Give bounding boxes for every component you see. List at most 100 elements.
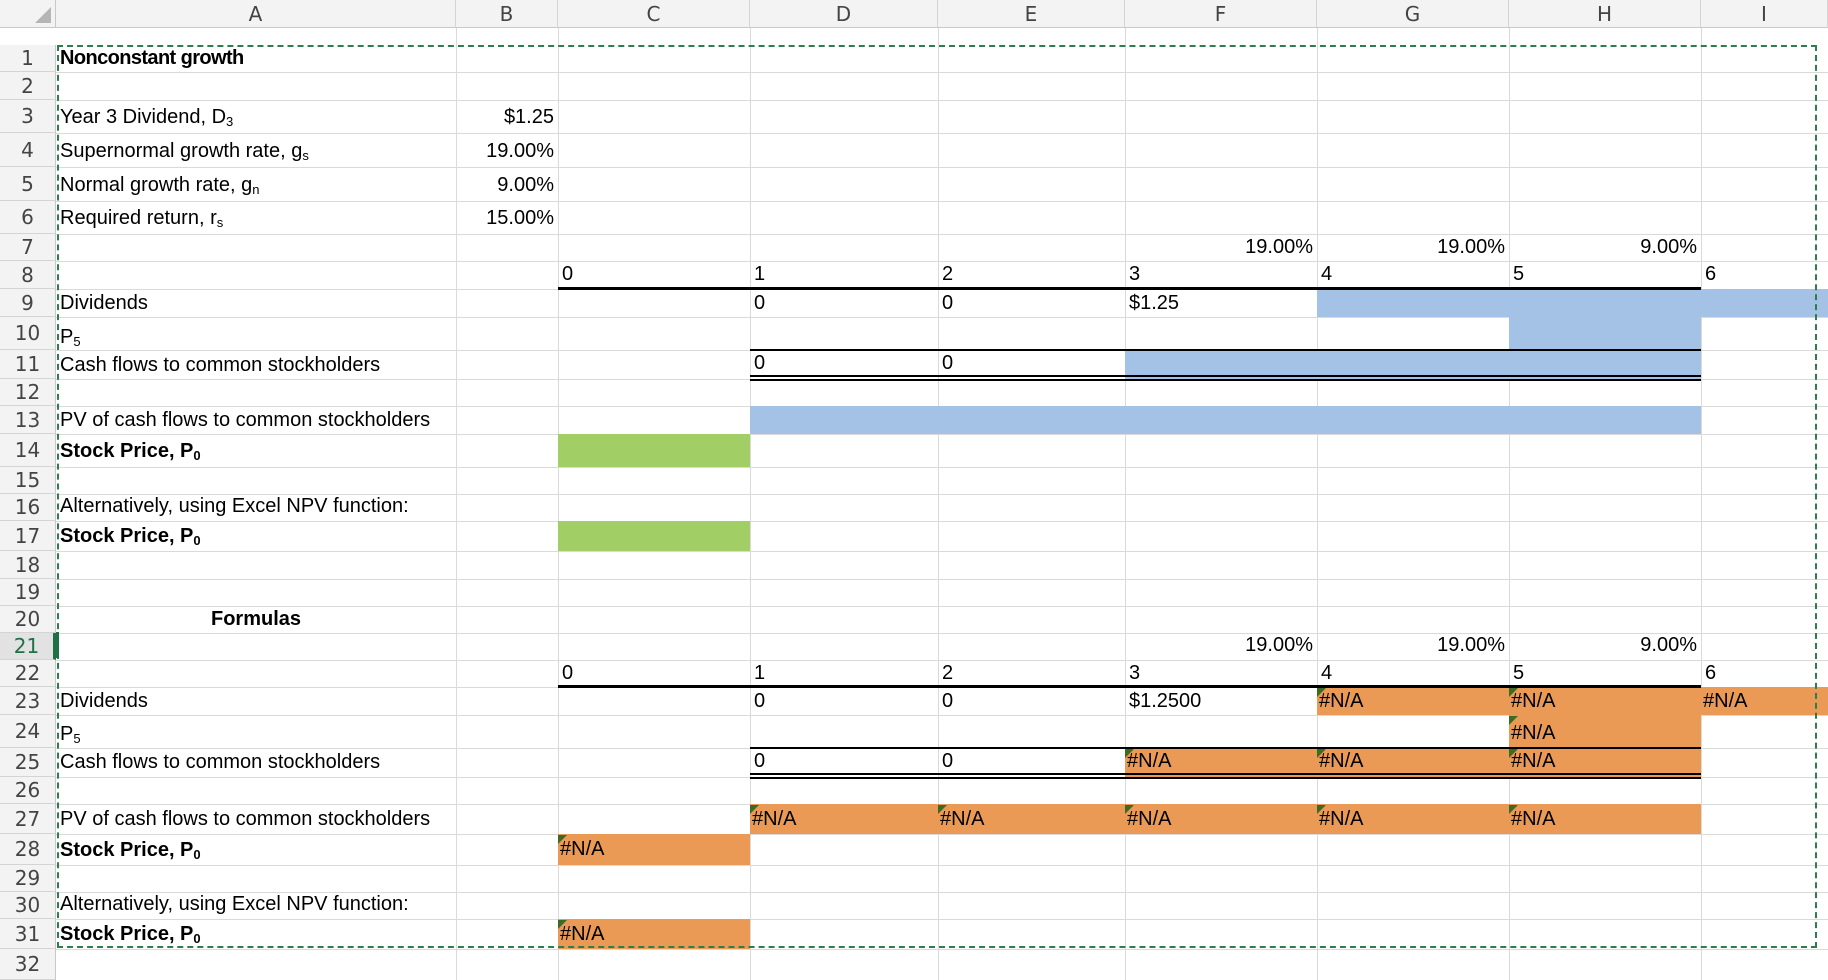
- growth-rate[interactable]: 9.00%: [1640, 634, 1697, 656]
- p5-formula[interactable]: #N/A: [1511, 722, 1556, 744]
- dividend-formula[interactable]: $1.2500: [1129, 690, 1202, 712]
- row-header-5[interactable]: 5: [0, 167, 56, 201]
- error-indicator-icon[interactable]: [1509, 749, 1518, 758]
- column-header-a[interactable]: A: [56, 0, 456, 28]
- input-value[interactable]: $1.25: [503, 106, 554, 128]
- error-cell-p5[interactable]: [1509, 715, 1701, 748]
- cash-flow-formula[interactable]: #N/A: [1319, 750, 1364, 772]
- pv-formula[interactable]: #N/A: [752, 808, 797, 830]
- timeline-period[interactable]: 1: [754, 662, 766, 684]
- dividend-value[interactable]: 0: [942, 292, 954, 314]
- row-header-26[interactable]: 26: [0, 777, 56, 804]
- column-header-c[interactable]: C: [558, 0, 750, 28]
- error-indicator-icon[interactable]: [1509, 716, 1518, 725]
- error-indicator-icon[interactable]: [1317, 749, 1326, 758]
- stock-price-formula[interactable]: #N/A: [560, 838, 605, 860]
- cash-flow-formula[interactable]: 0: [942, 750, 954, 772]
- row-header-23[interactable]: 23: [0, 687, 56, 715]
- error-indicator-icon[interactable]: [1509, 688, 1518, 697]
- input-value[interactable]: 15.00%: [486, 207, 554, 229]
- row-header-15[interactable]: 15: [0, 467, 56, 494]
- row-header-25[interactable]: 25: [0, 748, 56, 777]
- timeline-period[interactable]: 6: [1705, 263, 1717, 285]
- error-indicator-icon[interactable]: [558, 835, 567, 844]
- dividend-value[interactable]: 0: [754, 292, 766, 314]
- error-indicator-icon[interactable]: [1125, 749, 1134, 758]
- error-cell-pv-cash-flows[interactable]: [750, 804, 1701, 834]
- row-header-6[interactable]: 6: [0, 201, 56, 234]
- column-header-g[interactable]: G: [1317, 0, 1509, 28]
- cash-flow-formula[interactable]: 0: [754, 750, 766, 772]
- timeline-period[interactable]: 4: [1321, 263, 1333, 285]
- row-header-19[interactable]: 19: [0, 579, 56, 606]
- row-header-14[interactable]: 14: [0, 434, 56, 467]
- error-indicator-icon[interactable]: [1125, 805, 1134, 814]
- input-cell-p5[interactable]: [1509, 317, 1701, 350]
- error-indicator-icon[interactable]: [938, 805, 947, 814]
- error-cell-dividends[interactable]: [1317, 687, 1828, 715]
- dividend-value[interactable]: $1.25: [1129, 292, 1180, 314]
- pv-formula[interactable]: #N/A: [940, 808, 985, 830]
- row-header-8[interactable]: 8: [0, 261, 56, 289]
- error-indicator-icon[interactable]: [1317, 688, 1326, 697]
- error-indicator-icon[interactable]: [1317, 805, 1326, 814]
- row-header-22[interactable]: 22: [0, 660, 56, 687]
- row-header-4[interactable]: 4: [0, 133, 56, 167]
- pv-formula[interactable]: #N/A: [1511, 808, 1556, 830]
- dividend-formula[interactable]: #N/A: [1319, 690, 1364, 712]
- timeline-period[interactable]: 3: [1129, 662, 1141, 684]
- input-cell-cash-flows[interactable]: [1125, 350, 1701, 379]
- cash-flow-value[interactable]: 0: [942, 352, 954, 374]
- row-header-20[interactable]: 20: [0, 606, 56, 633]
- column-header-i[interactable]: I: [1701, 0, 1828, 28]
- column-header-h[interactable]: H: [1509, 0, 1701, 28]
- dividend-formula[interactable]: 0: [942, 690, 954, 712]
- dividend-formula[interactable]: #N/A: [1703, 690, 1748, 712]
- row-header-28[interactable]: 28: [0, 834, 56, 865]
- error-indicator-icon[interactable]: [750, 805, 759, 814]
- column-header-d[interactable]: D: [750, 0, 938, 28]
- error-indicator-icon[interactable]: [1509, 805, 1518, 814]
- row-header-12[interactable]: 12: [0, 379, 56, 406]
- row-header-18[interactable]: 18: [0, 551, 56, 579]
- row-header-16[interactable]: 16: [0, 494, 56, 521]
- error-cell-stock-price[interactable]: [558, 834, 750, 865]
- row-header-31[interactable]: 31: [0, 919, 56, 949]
- column-header-f[interactable]: F: [1125, 0, 1317, 28]
- timeline-period[interactable]: 0: [562, 263, 574, 285]
- error-indicator-icon[interactable]: [558, 920, 567, 929]
- stock-price-npv-formula[interactable]: #N/A: [560, 923, 605, 945]
- input-value[interactable]: 19.00%: [486, 140, 554, 162]
- row-header-13[interactable]: 13: [0, 406, 56, 434]
- cash-flow-value[interactable]: 0: [754, 352, 766, 374]
- row-header-29[interactable]: 29: [0, 865, 56, 892]
- timeline-period[interactable]: 2: [942, 263, 954, 285]
- row-header-11[interactable]: 11: [0, 350, 56, 379]
- input-cell-dividends[interactable]: [1317, 289, 1828, 317]
- dividend-formula[interactable]: #N/A: [1511, 690, 1556, 712]
- row-header-30[interactable]: 30: [0, 892, 56, 919]
- timeline-period[interactable]: 4: [1321, 662, 1333, 684]
- dividend-formula[interactable]: 0: [754, 690, 766, 712]
- column-header-e[interactable]: E: [938, 0, 1125, 28]
- row-header-3[interactable]: 3: [0, 100, 56, 133]
- timeline-period[interactable]: 2: [942, 662, 954, 684]
- row-header-10[interactable]: 10: [0, 317, 56, 350]
- timeline-period[interactable]: 3: [1129, 263, 1141, 285]
- growth-rate[interactable]: 19.00%: [1437, 236, 1505, 258]
- timeline-period[interactable]: 1: [754, 263, 766, 285]
- pv-formula[interactable]: #N/A: [1319, 808, 1364, 830]
- timeline-period[interactable]: 6: [1705, 662, 1717, 684]
- select-all-corner[interactable]: [0, 0, 56, 28]
- row-header-1[interactable]: 1: [0, 45, 56, 72]
- timeline-period[interactable]: 5: [1513, 263, 1525, 285]
- row-header-7[interactable]: 7: [0, 234, 56, 261]
- growth-rate[interactable]: 19.00%: [1437, 634, 1505, 656]
- row-header-17[interactable]: 17: [0, 521, 56, 551]
- row-header-2[interactable]: 2: [0, 72, 56, 100]
- cash-flow-formula[interactable]: #N/A: [1127, 750, 1172, 772]
- row-header-27[interactable]: 27: [0, 804, 56, 834]
- row-header-21[interactable]: 21: [0, 633, 56, 660]
- row-header-24[interactable]: 24: [0, 715, 56, 748]
